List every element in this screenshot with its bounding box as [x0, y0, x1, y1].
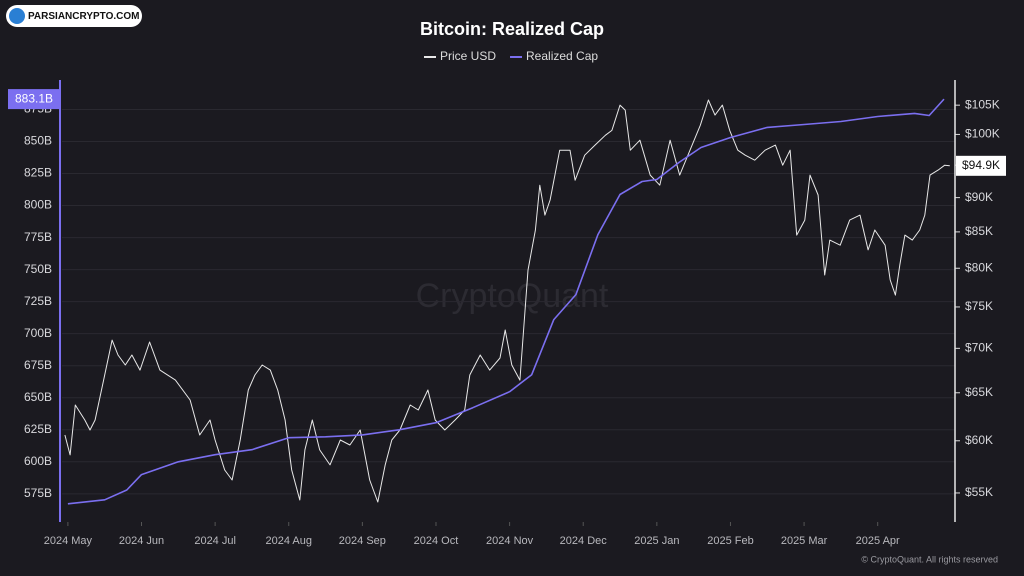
y2-tick-label: $75K — [965, 299, 993, 313]
y-tick-label: 675B — [24, 358, 52, 372]
end-label-box — [8, 89, 60, 110]
x-tick-label: 2025 Jan — [634, 535, 679, 547]
x-tick-label: 2024 Jul — [194, 535, 236, 547]
footer: © CryptoQuant. All rights reserved — [861, 554, 998, 564]
x-tick-label: 2024 Oct — [414, 535, 459, 547]
y-tick-label: 775B — [24, 230, 52, 244]
y2-tick-label: $70K — [965, 341, 993, 355]
brand-icon — [9, 8, 25, 24]
brand: PARSIANCRYPTO.COM — [28, 11, 140, 22]
y-tick-label: 700B — [24, 326, 52, 340]
series-line — [64, 99, 950, 503]
series-line — [67, 98, 945, 505]
y-tick-label: 625B — [24, 422, 52, 436]
y2-tick-label: $90K — [965, 190, 993, 204]
y-tick-label: 800B — [24, 198, 52, 212]
watermark: CryptoQuant — [416, 277, 609, 315]
y-tick-label: 650B — [24, 390, 52, 404]
y2-tick-label: $100K — [965, 127, 1000, 141]
x-tick-label: 2024 Aug — [265, 535, 312, 547]
end-label-box — [956, 155, 1006, 176]
x-tick-label: 2024 Jun — [119, 535, 164, 547]
y-tick-label: 600B — [24, 454, 52, 468]
legend-label: Realized Cap — [526, 49, 598, 63]
y-tick-label: 725B — [24, 294, 52, 308]
y2-tick-label: $80K — [965, 260, 993, 274]
y2-tick-label: $60K — [965, 433, 993, 447]
y2-tick-label: $65K — [965, 385, 993, 399]
end-label: 883.1B — [15, 91, 53, 105]
y2-tick-label: $55K — [965, 485, 993, 499]
y2-tick-label: $85K — [965, 224, 993, 238]
end-label: $94.9K — [962, 158, 1000, 172]
x-tick-label: 2024 Sep — [339, 535, 386, 547]
y-tick-label: 750B — [24, 262, 52, 276]
y-tick-label: 575B — [24, 486, 52, 500]
x-tick-label: 2024 Nov — [486, 535, 534, 547]
x-tick-label: 2024 Dec — [560, 535, 608, 547]
x-tick-label: 2025 Apr — [856, 535, 900, 547]
chart-title: Bitcoin: Realized Cap — [420, 19, 604, 39]
y-tick-label: 850B — [24, 134, 52, 148]
x-tick-label: 2025 Feb — [707, 535, 753, 547]
x-tick-label: 2024 May — [44, 535, 93, 547]
legend-label: Price USD — [440, 49, 496, 63]
x-tick-label: 2025 Mar — [781, 535, 828, 547]
y-tick-label: 825B — [24, 166, 52, 180]
y2-tick-label: $105K — [965, 97, 1000, 111]
brand-badge — [6, 5, 142, 27]
